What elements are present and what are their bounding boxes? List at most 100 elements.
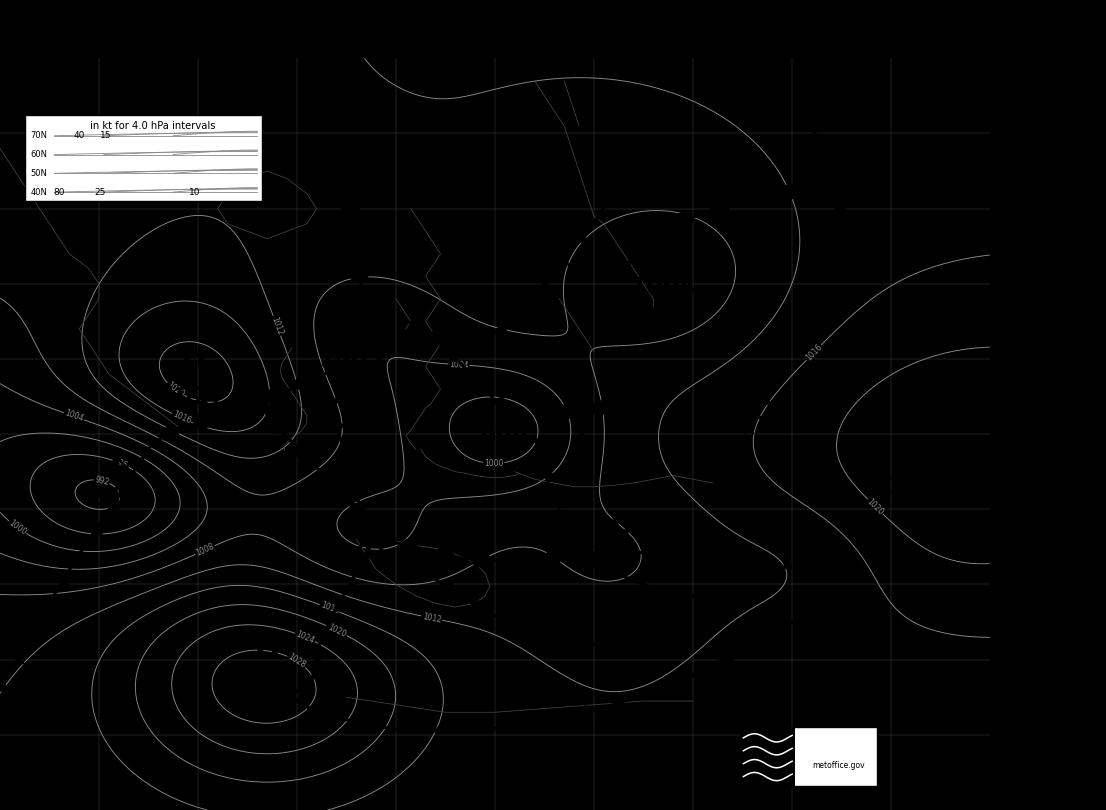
Circle shape [556, 405, 575, 419]
Polygon shape [325, 709, 336, 718]
Polygon shape [582, 705, 594, 714]
Text: 50N: 50N [31, 168, 48, 178]
Polygon shape [401, 318, 411, 326]
Polygon shape [358, 505, 367, 514]
Text: 1003: 1003 [319, 347, 385, 371]
Circle shape [710, 202, 728, 216]
Polygon shape [314, 469, 325, 476]
Polygon shape [336, 394, 346, 403]
Text: 1007: 1007 [586, 550, 651, 574]
Polygon shape [807, 122, 818, 130]
Text: 992: 992 [94, 475, 109, 487]
Polygon shape [776, 624, 787, 632]
Polygon shape [509, 718, 521, 727]
Text: 1008: 1008 [776, 550, 843, 574]
Circle shape [472, 553, 490, 567]
Polygon shape [612, 186, 623, 195]
Polygon shape [361, 339, 371, 349]
Polygon shape [596, 211, 607, 220]
Circle shape [293, 446, 307, 457]
Polygon shape [29, 630, 40, 639]
Polygon shape [472, 344, 483, 352]
Text: L: L [800, 509, 820, 539]
Text: 1028: 1028 [286, 652, 307, 670]
Bar [740, 727, 795, 786]
Polygon shape [334, 603, 345, 612]
Circle shape [295, 377, 313, 390]
Circle shape [435, 548, 453, 562]
Polygon shape [497, 324, 508, 332]
Polygon shape [322, 629, 333, 638]
Polygon shape [345, 450, 356, 458]
Circle shape [346, 236, 364, 250]
Circle shape [325, 360, 344, 374]
Text: 1016: 1016 [171, 410, 192, 426]
Text: 1020: 1020 [326, 623, 348, 639]
Text: 1000: 1000 [484, 458, 503, 468]
Circle shape [592, 401, 609, 415]
Circle shape [675, 213, 693, 227]
Polygon shape [559, 258, 570, 266]
Circle shape [510, 553, 528, 567]
Circle shape [254, 402, 269, 413]
Text: H: H [254, 634, 280, 663]
Polygon shape [750, 642, 760, 650]
Polygon shape [346, 367, 357, 375]
Text: H: H [908, 435, 933, 463]
Text: L: L [495, 386, 514, 415]
Polygon shape [435, 724, 447, 731]
Polygon shape [355, 477, 365, 486]
Circle shape [745, 193, 763, 207]
Circle shape [262, 390, 280, 403]
Text: 1004: 1004 [449, 360, 469, 370]
Polygon shape [538, 445, 547, 454]
Polygon shape [554, 497, 564, 505]
Bar [740, 727, 877, 786]
Text: 15: 15 [101, 131, 112, 140]
Polygon shape [565, 522, 576, 531]
Text: 1004: 1004 [630, 275, 696, 300]
Polygon shape [75, 552, 86, 561]
Text: 1027: 1027 [160, 385, 226, 408]
Polygon shape [143, 450, 154, 458]
Bar [24, 115, 262, 201]
Text: 10: 10 [189, 188, 201, 197]
Polygon shape [607, 639, 620, 646]
Polygon shape [359, 718, 372, 725]
Polygon shape [605, 564, 615, 572]
Circle shape [160, 428, 179, 441]
Text: 1012: 1012 [270, 315, 284, 336]
Text: 40: 40 [73, 131, 85, 140]
Text: 1008: 1008 [195, 542, 216, 558]
Polygon shape [59, 578, 70, 586]
Polygon shape [824, 148, 835, 157]
Polygon shape [314, 657, 324, 667]
Circle shape [469, 373, 483, 385]
Text: H: H [734, 360, 760, 389]
Polygon shape [836, 204, 846, 214]
Text: 1000: 1000 [7, 518, 28, 537]
Text: L: L [109, 446, 128, 475]
Polygon shape [802, 603, 813, 611]
Text: 1004: 1004 [63, 409, 84, 424]
Circle shape [349, 267, 368, 281]
Polygon shape [335, 422, 346, 431]
Text: 70N: 70N [31, 131, 48, 140]
Polygon shape [518, 302, 529, 310]
Polygon shape [630, 249, 640, 258]
Text: 1024: 1024 [294, 629, 316, 645]
Polygon shape [125, 475, 137, 484]
Circle shape [425, 332, 440, 343]
Text: 1012: 1012 [714, 399, 780, 424]
Polygon shape [583, 546, 594, 553]
Text: 1020: 1020 [165, 381, 186, 399]
Polygon shape [651, 684, 664, 692]
Text: L: L [609, 509, 628, 539]
Text: in kt for 4.0 hPa intervals: in kt for 4.0 hPa intervals [91, 121, 216, 130]
Text: 1001: 1001 [323, 543, 389, 566]
Polygon shape [617, 695, 628, 703]
Polygon shape [502, 616, 512, 625]
Polygon shape [292, 697, 303, 705]
Polygon shape [535, 628, 546, 636]
Polygon shape [43, 604, 54, 612]
